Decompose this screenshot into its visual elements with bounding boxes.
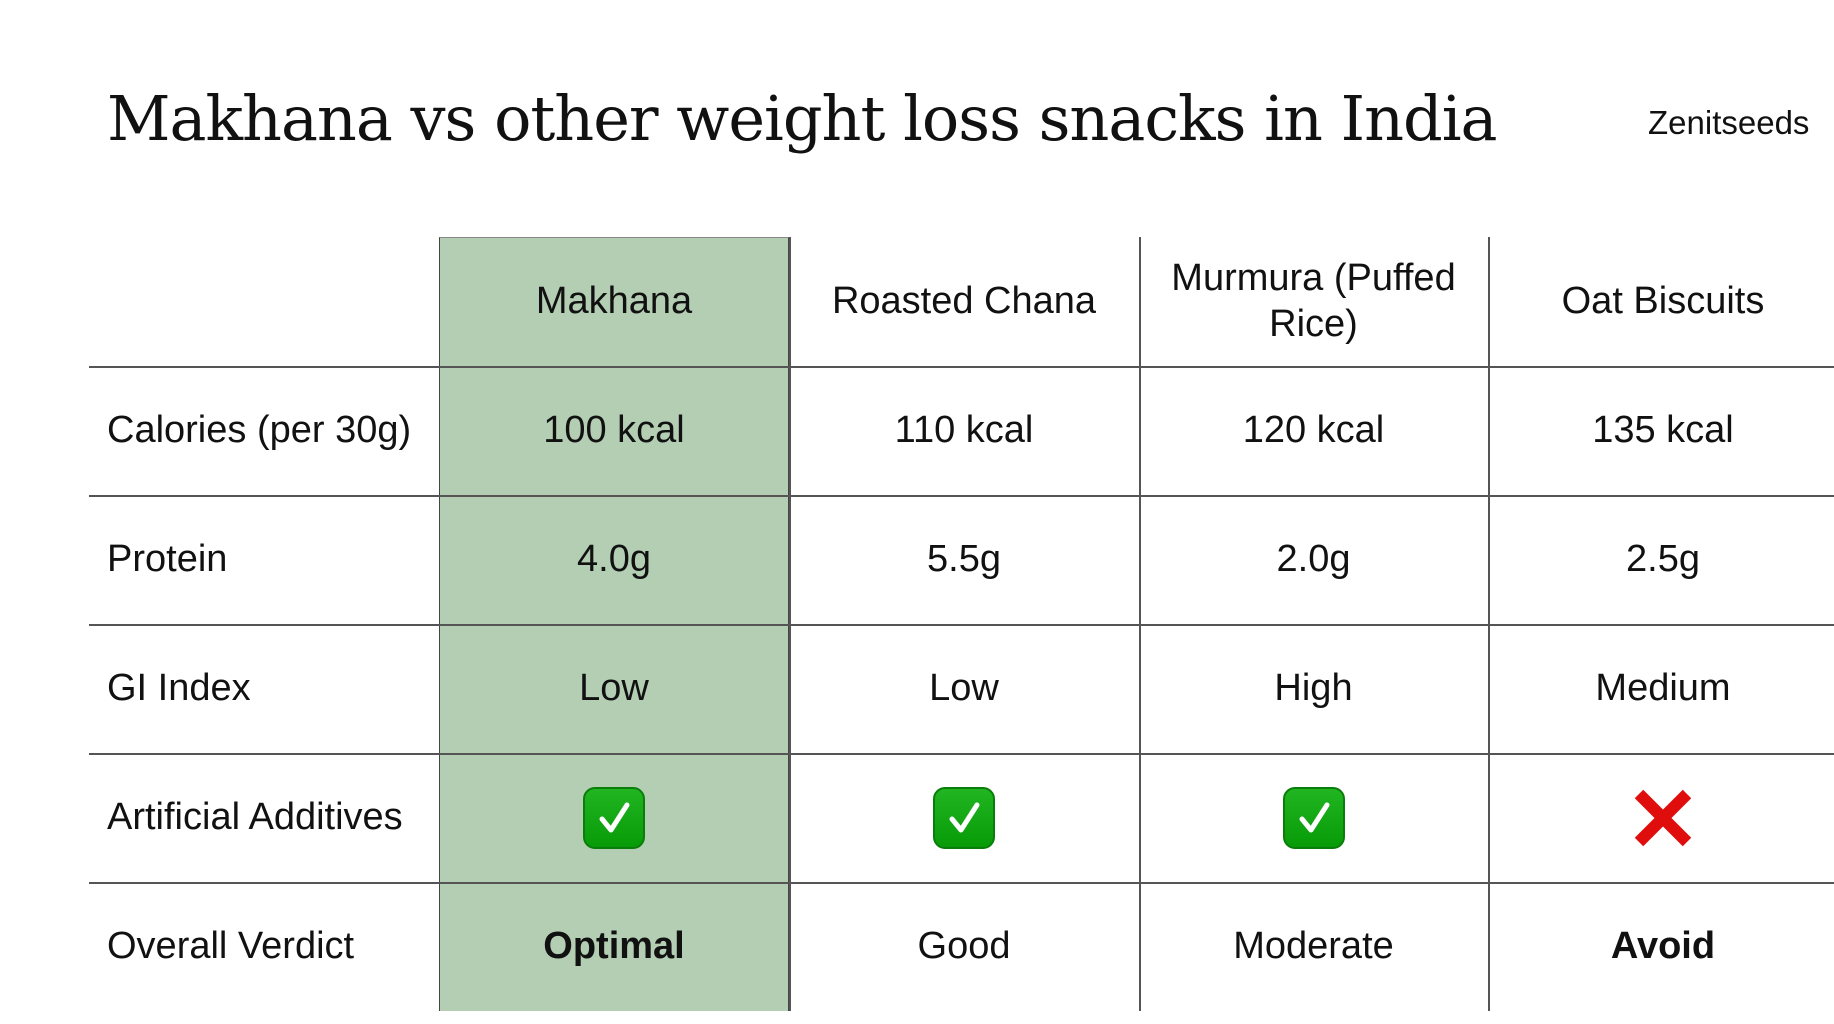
column-header-roasted-chana: Roasted Chana — [831, 279, 1097, 322]
comparison-table: Makhana Roasted Chana Murmura (Puffed Ri… — [89, 237, 1834, 1011]
row-label-artificial-additives: Artificial Additives — [107, 795, 403, 838]
check-icon — [1282, 786, 1345, 849]
row-divider — [89, 495, 1834, 497]
table-cell: 2.0g — [1276, 537, 1351, 580]
column-header-oat-biscuits: Oat Biscuits — [1561, 279, 1765, 322]
row-divider — [89, 882, 1834, 884]
table-cell — [1488, 753, 1834, 882]
table-cell: Low — [579, 666, 649, 709]
table-cell: Medium — [1595, 666, 1731, 709]
table-cell: Low — [929, 666, 999, 709]
cross-icon — [1634, 789, 1692, 846]
row-divider — [89, 624, 1834, 626]
table-cell: 120 kcal — [1242, 408, 1385, 451]
row-label-protein: Protein — [107, 537, 228, 580]
table-cell — [1139, 753, 1488, 882]
row-divider — [89, 753, 1834, 755]
verdict-optimal: Optimal — [543, 924, 685, 967]
column-header-murmura: Murmura (Puffed Rice) — [1171, 256, 1456, 345]
table-cell: 2.5g — [1626, 537, 1700, 580]
table-cell: 110 kcal — [894, 408, 1034, 451]
check-icon — [933, 786, 995, 849]
check-icon — [583, 786, 645, 849]
row-label-gi-index: GI Index — [107, 666, 251, 709]
table-cell: 135 kcal — [1592, 408, 1734, 451]
verdict-moderate: Moderate — [1233, 924, 1394, 967]
table-cell: High — [1274, 666, 1353, 709]
row-label-calories: Calories (per 30g) — [107, 408, 412, 451]
column-header-makhana: Makhana — [535, 279, 693, 322]
row-divider — [89, 366, 1834, 368]
verdict-good: Good — [917, 924, 1011, 967]
verdict-avoid: Avoid — [1610, 924, 1716, 967]
page-title: Makhana vs other weight loss snacks in I… — [107, 82, 1498, 155]
table-cell: 100 kcal — [543, 408, 685, 451]
table-cell — [439, 753, 789, 882]
table-cell: 4.0g — [577, 537, 651, 580]
row-label-overall-verdict: Overall Verdict — [107, 924, 355, 967]
table-cell — [789, 753, 1139, 882]
table-cell: 5.5g — [927, 537, 1001, 580]
brand-label: Zenitseeds — [1648, 104, 1810, 141]
